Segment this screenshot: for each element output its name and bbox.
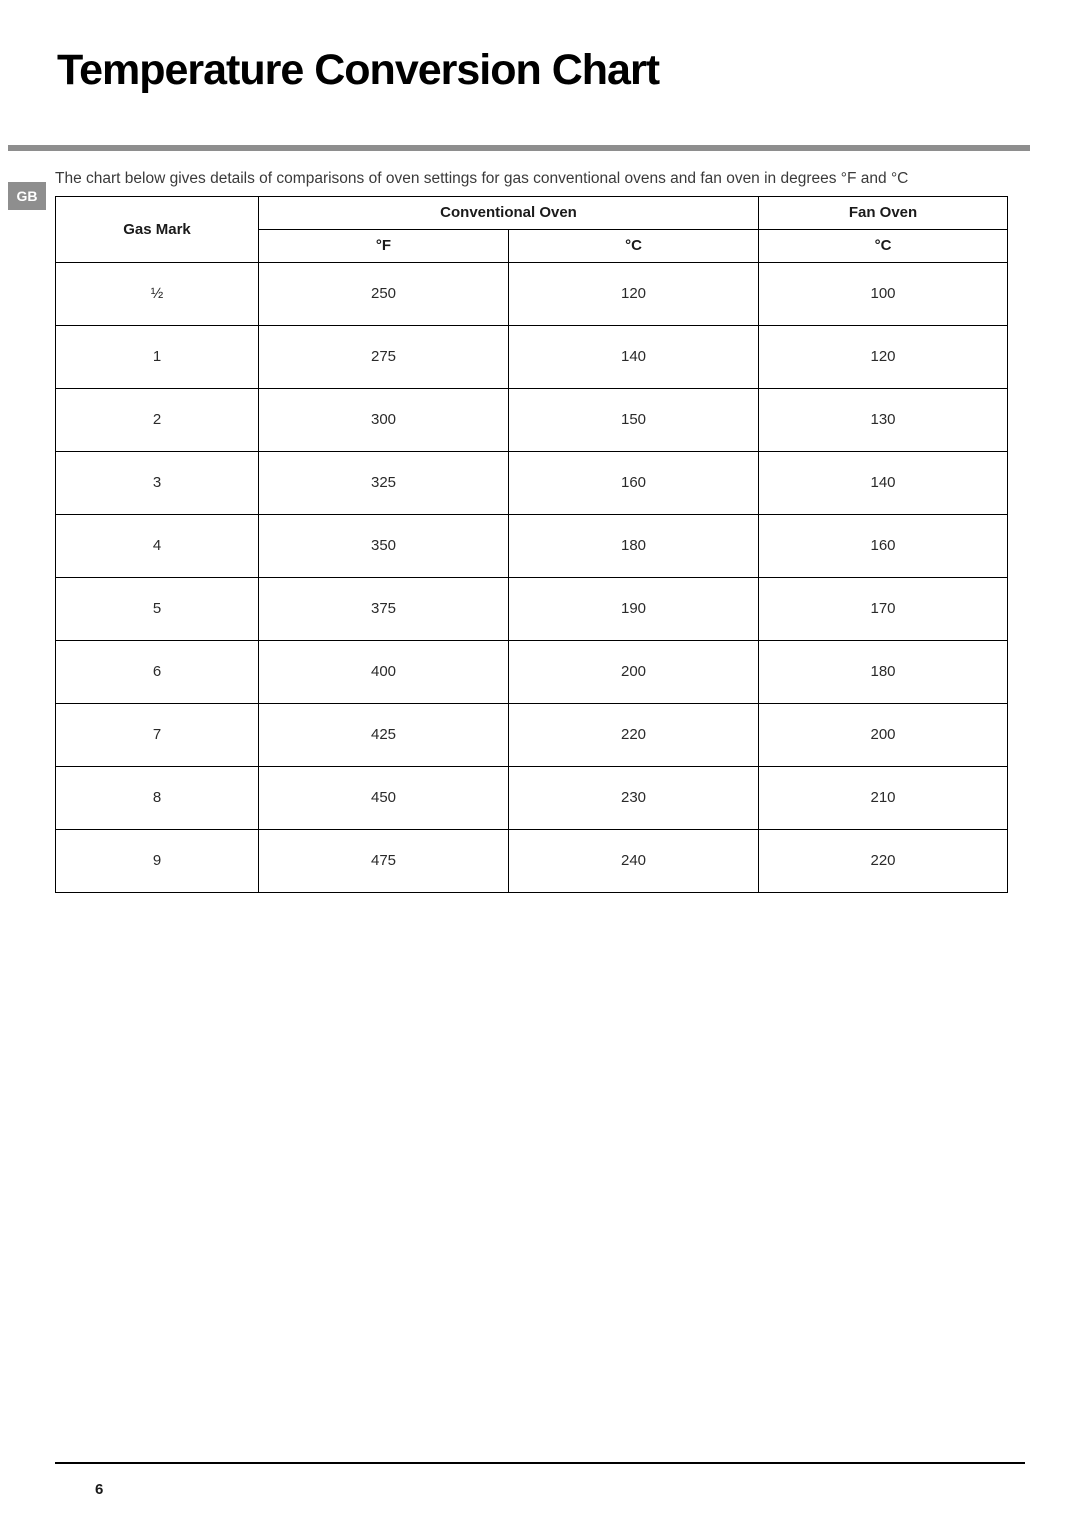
cell-gas: 5 [56, 577, 259, 640]
cell-fan: 210 [759, 766, 1008, 829]
cell-c: 230 [509, 766, 759, 829]
conversion-table: Gas Mark Conventional Oven Fan Oven °F °… [55, 196, 1008, 893]
th-fan-degc: °C [759, 229, 1008, 262]
table-row: 8 450 230 210 [56, 766, 1008, 829]
cell-gas: 6 [56, 640, 259, 703]
language-badge: GB [8, 182, 46, 210]
th-fan-oven: Fan Oven [759, 196, 1008, 229]
cell-c: 220 [509, 703, 759, 766]
cell-gas: 2 [56, 388, 259, 451]
cell-f: 275 [259, 325, 509, 388]
cell-c: 200 [509, 640, 759, 703]
cell-c: 160 [509, 451, 759, 514]
cell-c: 120 [509, 262, 759, 325]
intro-text: The chart below gives details of compari… [55, 169, 935, 190]
table-row: 4 350 180 160 [56, 514, 1008, 577]
cell-fan: 120 [759, 325, 1008, 388]
cell-c: 190 [509, 577, 759, 640]
cell-gas: 7 [56, 703, 259, 766]
cell-fan: 160 [759, 514, 1008, 577]
cell-f: 475 [259, 829, 509, 892]
table-row: 2 300 150 130 [56, 388, 1008, 451]
th-degc: °C [509, 229, 759, 262]
table-row: 5 375 190 170 [56, 577, 1008, 640]
cell-fan: 130 [759, 388, 1008, 451]
divider-bottom [55, 1462, 1025, 1464]
cell-f: 450 [259, 766, 509, 829]
cell-fan: 100 [759, 262, 1008, 325]
table-row: ½ 250 120 100 [56, 262, 1008, 325]
cell-fan: 200 [759, 703, 1008, 766]
cell-fan: 170 [759, 577, 1008, 640]
table-row: 6 400 200 180 [56, 640, 1008, 703]
table-row: 9 475 240 220 [56, 829, 1008, 892]
cell-fan: 180 [759, 640, 1008, 703]
cell-gas: 1 [56, 325, 259, 388]
cell-c: 180 [509, 514, 759, 577]
page-number: 6 [95, 1481, 103, 1498]
cell-f: 375 [259, 577, 509, 640]
cell-c: 150 [509, 388, 759, 451]
table-row: 1 275 140 120 [56, 325, 1008, 388]
th-conventional: Conventional Oven [259, 196, 759, 229]
cell-f: 400 [259, 640, 509, 703]
cell-gas: ½ [56, 262, 259, 325]
cell-c: 240 [509, 829, 759, 892]
cell-fan: 220 [759, 829, 1008, 892]
cell-f: 350 [259, 514, 509, 577]
cell-gas: 4 [56, 514, 259, 577]
cell-c: 140 [509, 325, 759, 388]
cell-f: 325 [259, 451, 509, 514]
page-title: Temperature Conversion Chart [57, 46, 1025, 95]
cell-f: 425 [259, 703, 509, 766]
th-degf: °F [259, 229, 509, 262]
cell-gas: 3 [56, 451, 259, 514]
cell-gas: 9 [56, 829, 259, 892]
divider-top [8, 145, 1030, 151]
cell-f: 300 [259, 388, 509, 451]
cell-gas: 8 [56, 766, 259, 829]
table-row: 7 425 220 200 [56, 703, 1008, 766]
th-gas-mark: Gas Mark [56, 196, 259, 262]
cell-fan: 140 [759, 451, 1008, 514]
table-row: 3 325 160 140 [56, 451, 1008, 514]
cell-f: 250 [259, 262, 509, 325]
